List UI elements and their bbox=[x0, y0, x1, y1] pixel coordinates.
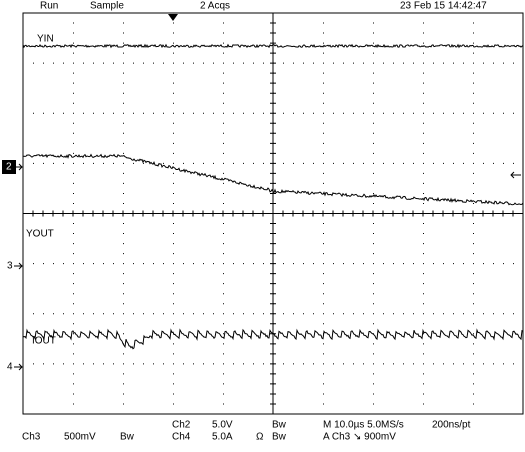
acquire-mode: Sample bbox=[90, 1, 124, 12]
channel-scale: 5.0A bbox=[212, 432, 233, 443]
run-status: Run bbox=[40, 1, 58, 12]
resolution: 200ns/pt bbox=[432, 420, 471, 431]
trace-label: YIN bbox=[37, 34, 54, 45]
timestamp: 23 Feb 15 14:42:47 bbox=[400, 1, 487, 12]
acquisition-count: 2 Acqs bbox=[200, 1, 230, 12]
channel-name: Ch2 bbox=[172, 420, 191, 431]
channel-marker-box bbox=[2, 160, 16, 174]
bandwidth-limit: Bw bbox=[120, 432, 135, 443]
channel-name: Ch4 bbox=[172, 432, 191, 443]
trace-label: IOUT bbox=[32, 336, 56, 347]
bandwidth-limit: Bw bbox=[272, 420, 287, 431]
channel-scale: 500mV bbox=[64, 432, 96, 443]
graticule-border bbox=[22, 12, 524, 415]
channel-marker: 3 bbox=[7, 261, 13, 272]
trace-label: YOUT bbox=[26, 229, 54, 240]
waveform-iout bbox=[22, 328, 524, 350]
marker-arrow bbox=[14, 262, 23, 270]
channel-marker: 4 bbox=[7, 362, 13, 373]
channel-scale: 5.0V bbox=[212, 420, 233, 431]
waveform-yout bbox=[22, 153, 524, 206]
waveforms bbox=[22, 43, 524, 350]
bandwidth-limit: Bw bbox=[272, 432, 287, 443]
trigger-position-marker bbox=[168, 14, 178, 21]
waveform-yin bbox=[22, 43, 524, 49]
marker-arrow bbox=[16, 163, 23, 171]
timebase: M 10.0µs 5.0MS/s bbox=[323, 420, 404, 431]
trigger-setting: A Ch3 ↘ 900mV bbox=[323, 432, 396, 443]
channel-marker: 2 bbox=[6, 162, 12, 173]
trigger-level-marker bbox=[510, 171, 521, 179]
impedance: Ω bbox=[256, 432, 264, 443]
marker-arrow bbox=[14, 363, 23, 371]
channel-name: Ch3 bbox=[22, 432, 41, 443]
